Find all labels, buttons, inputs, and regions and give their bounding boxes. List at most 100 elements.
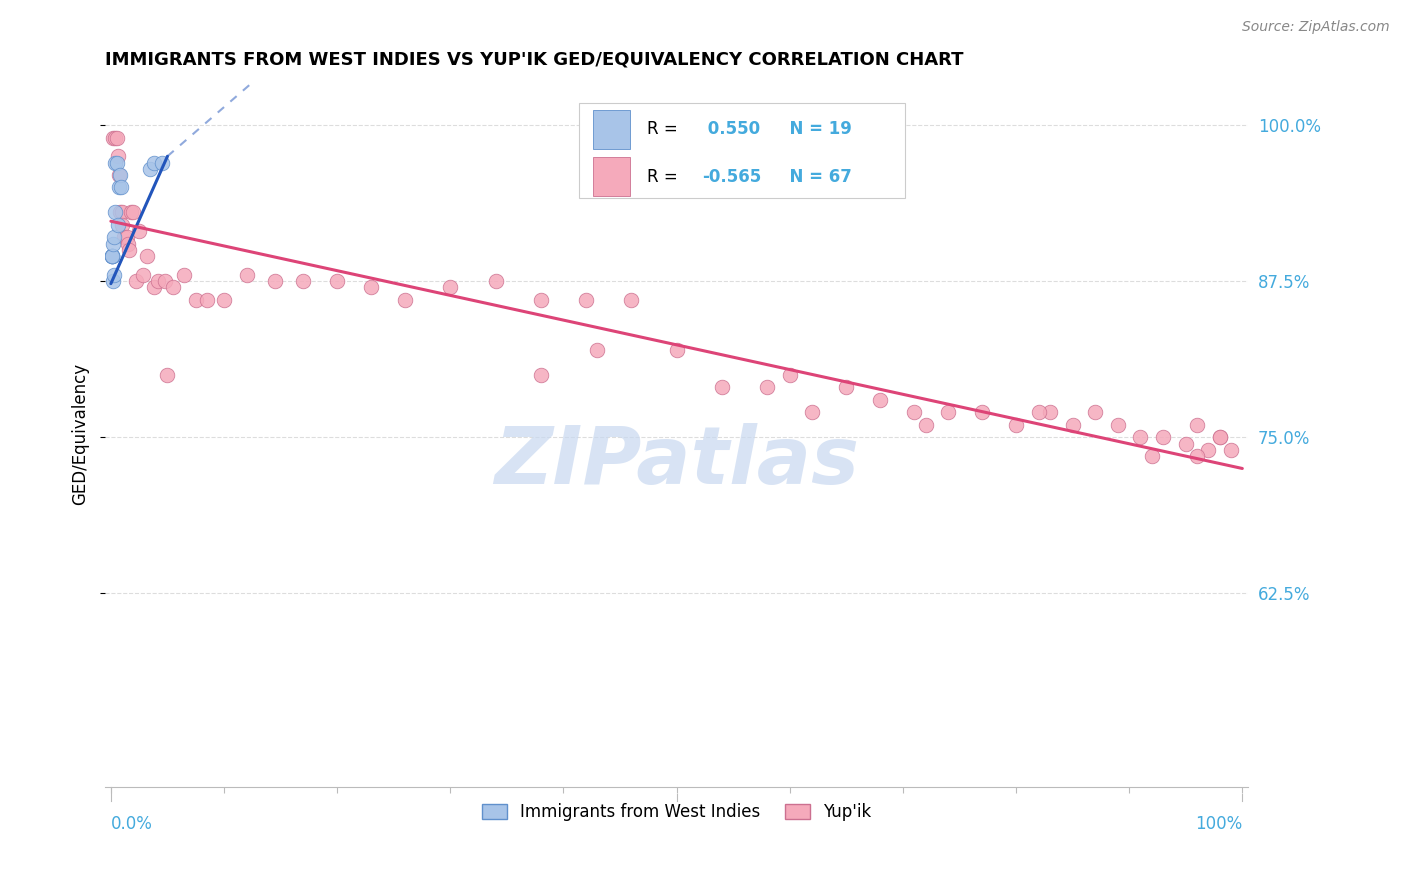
Point [111, 218, 134, 232]
Point [1005, 417, 1028, 432]
Point [103, 230, 125, 244]
Point [801, 405, 824, 419]
Point [148, 274, 170, 288]
Point [101, 249, 124, 263]
Point [107, 218, 129, 232]
Point [101, 236, 124, 251]
Text: R =: R = [647, 120, 683, 138]
Point [136, 249, 159, 263]
Point [115, 230, 138, 244]
Point [903, 405, 925, 419]
Point [620, 293, 643, 307]
Point [360, 280, 382, 294]
Point [1174, 436, 1197, 450]
Point [101, 274, 124, 288]
Bar [579, 103, 905, 198]
Point [439, 280, 461, 294]
Point [1152, 430, 1174, 444]
Point [153, 274, 176, 288]
Text: N = 19: N = 19 [779, 120, 852, 138]
Text: IMMIGRANTS FROM WEST INDIES VS YUP'IK GED/EQUIVALENCY CORRELATION CHART: IMMIGRANTS FROM WEST INDIES VS YUP'IK GE… [105, 51, 963, 69]
Point [586, 343, 609, 357]
Point [484, 274, 506, 288]
Point [665, 343, 688, 357]
Text: 0.550: 0.550 [702, 120, 759, 138]
Point [1107, 417, 1129, 432]
Point [530, 368, 553, 382]
Point [195, 293, 218, 307]
Point [1208, 430, 1230, 444]
Point [756, 380, 779, 394]
Text: -0.565: -0.565 [702, 168, 761, 186]
Point [173, 268, 195, 282]
Point [101, 249, 124, 263]
Point [101, 249, 124, 263]
Text: R =: R = [647, 168, 683, 186]
Point [122, 205, 145, 219]
Bar [593, 110, 630, 149]
Point [1185, 449, 1208, 463]
Point [108, 205, 131, 219]
Point [142, 280, 165, 294]
Point [970, 405, 993, 419]
Point [110, 180, 132, 194]
Point [869, 392, 891, 407]
Point [326, 274, 349, 288]
Point [184, 293, 207, 307]
Point [101, 249, 124, 263]
Point [264, 274, 287, 288]
Point [936, 405, 959, 419]
Point [104, 205, 127, 219]
Point [104, 155, 127, 169]
Text: ZIPatlas: ZIPatlas [494, 424, 859, 501]
Point [710, 380, 733, 394]
Point [530, 293, 553, 307]
Point [162, 280, 184, 294]
Text: N = 67: N = 67 [779, 168, 852, 186]
Point [131, 268, 153, 282]
Legend: Immigrants from West Indies, Yup'ik: Immigrants from West Indies, Yup'ik [475, 797, 879, 828]
Point [105, 130, 128, 145]
Point [103, 268, 125, 282]
Point [212, 293, 235, 307]
Y-axis label: GED/Equivalency: GED/Equivalency [72, 363, 89, 505]
Point [1208, 430, 1230, 444]
Point [575, 293, 598, 307]
Point [117, 236, 139, 251]
Point [114, 230, 136, 244]
Point [139, 161, 162, 176]
Point [128, 224, 150, 238]
Point [235, 268, 257, 282]
Point [108, 168, 131, 182]
Point [1062, 417, 1084, 432]
Point [105, 155, 128, 169]
Point [1140, 449, 1163, 463]
Text: 0.0%: 0.0% [111, 815, 153, 833]
Point [101, 249, 124, 263]
Point [125, 274, 148, 288]
Point [292, 274, 315, 288]
Point [1129, 430, 1152, 444]
Point [1220, 442, 1243, 457]
Point [1039, 405, 1062, 419]
Point [150, 155, 173, 169]
Point [101, 130, 124, 145]
Text: 100%: 100% [1195, 815, 1243, 833]
Point [835, 380, 858, 394]
Point [1084, 405, 1107, 419]
Point [107, 180, 129, 194]
Point [394, 293, 416, 307]
Point [107, 149, 129, 163]
Point [1197, 442, 1219, 457]
Point [1028, 405, 1050, 419]
Point [118, 243, 141, 257]
Point [120, 205, 142, 219]
Point [107, 168, 129, 182]
Point [779, 368, 801, 382]
Point [914, 417, 936, 432]
Point [104, 130, 127, 145]
Text: Source: ZipAtlas.com: Source: ZipAtlas.com [1241, 20, 1389, 34]
Point [1185, 417, 1208, 432]
Point [111, 205, 134, 219]
Bar [593, 157, 630, 196]
